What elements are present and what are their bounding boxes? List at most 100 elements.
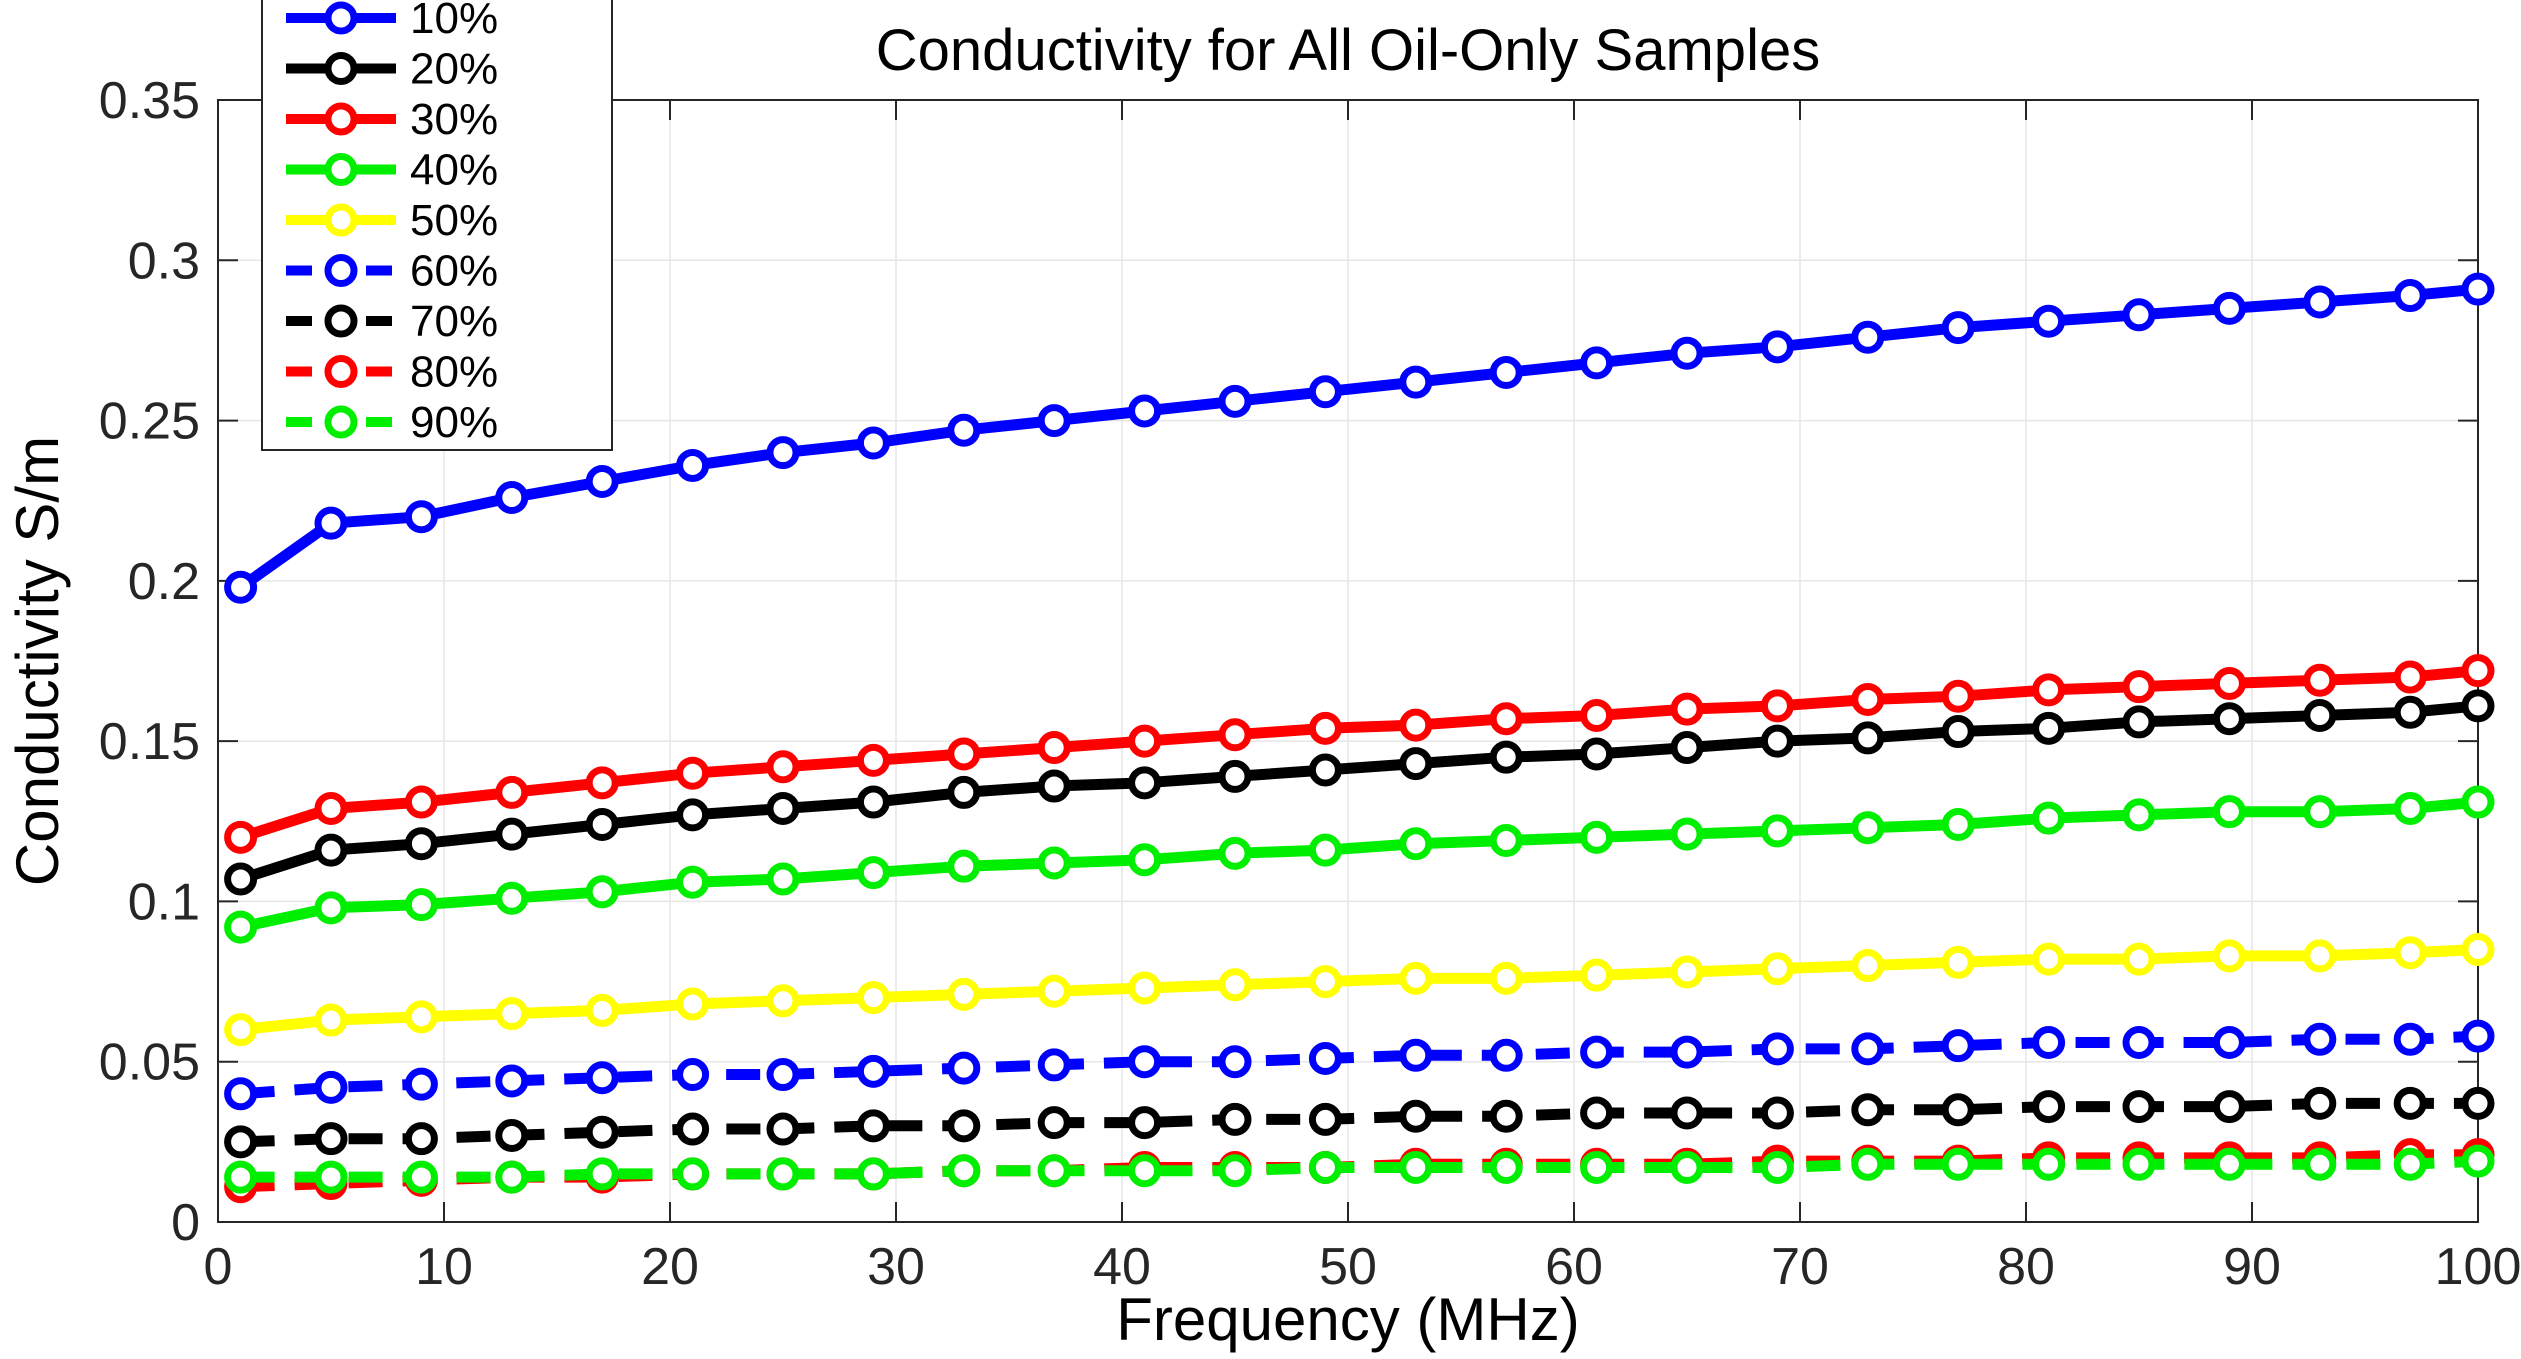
data-point	[2393, 660, 2427, 694]
legend-label: 90%	[410, 398, 498, 447]
data-point	[585, 1061, 619, 1095]
data-point	[224, 570, 258, 604]
data-point	[404, 1160, 438, 1194]
data-point	[314, 1003, 348, 1037]
data-point	[2122, 1025, 2156, 1059]
data-point	[766, 1112, 800, 1146]
data-point	[2122, 705, 2156, 739]
data-point	[1218, 718, 1252, 752]
data-point	[766, 750, 800, 784]
data-point	[1037, 846, 1071, 880]
data-point	[1308, 753, 1342, 787]
data-point	[1037, 1048, 1071, 1082]
data-point	[1037, 1154, 1071, 1188]
data-point	[856, 743, 890, 777]
data-point	[404, 827, 438, 861]
data-point	[1851, 949, 1885, 983]
data-point	[404, 1067, 438, 1101]
legend-label: 70%	[410, 297, 498, 346]
data-point	[495, 1064, 529, 1098]
data-point	[2122, 798, 2156, 832]
data-point	[766, 436, 800, 470]
data-point	[2122, 942, 2156, 976]
data-point	[1580, 1151, 1614, 1185]
data-point	[1851, 320, 1885, 354]
data-point	[2212, 702, 2246, 736]
data-point	[2122, 298, 2156, 332]
data-point	[1218, 836, 1252, 870]
data-point	[224, 1125, 258, 1159]
data-point	[314, 1122, 348, 1156]
x-axis-title: Frequency (MHz)	[1116, 1286, 1579, 1353]
data-point	[766, 1058, 800, 1092]
data-point	[495, 817, 529, 851]
data-point	[2122, 670, 2156, 704]
data-point	[1580, 698, 1614, 732]
data-point	[1037, 404, 1071, 438]
data-point	[676, 1112, 710, 1146]
data-point	[404, 888, 438, 922]
data-point	[2461, 272, 2495, 306]
legend-swatch-marker	[324, 304, 358, 338]
data-point	[1941, 1147, 1975, 1181]
data-point	[1941, 1093, 1975, 1127]
data-point	[1760, 952, 1794, 986]
legend-item-90-percent: 90%	[286, 398, 498, 447]
legend-swatch-marker	[324, 52, 358, 85]
data-point	[1308, 375, 1342, 409]
data-point	[2122, 1147, 2156, 1181]
data-point	[495, 1160, 529, 1194]
data-point	[1489, 740, 1523, 774]
data-point	[856, 1109, 890, 1143]
y-tick-label: 0.1	[128, 873, 200, 931]
data-point	[495, 481, 529, 515]
x-tick-label: 20	[641, 1238, 699, 1296]
data-point	[766, 791, 800, 825]
data-point	[1218, 1102, 1252, 1136]
data-point	[314, 791, 348, 825]
data-point	[1037, 1106, 1071, 1140]
data-point	[585, 993, 619, 1027]
data-point	[947, 977, 981, 1011]
data-point	[1308, 1042, 1342, 1076]
data-point	[2393, 695, 2427, 729]
data-point	[947, 849, 981, 883]
series-lines	[224, 272, 2495, 1204]
data-point	[2393, 791, 2427, 825]
y-axis-title: Conductivity S/m	[4, 436, 71, 886]
data-point	[2461, 654, 2495, 688]
data-point	[2303, 795, 2337, 829]
data-point	[947, 413, 981, 447]
data-point	[2393, 1086, 2427, 1120]
data-point	[1399, 1151, 1433, 1185]
data-point	[2461, 1086, 2495, 1120]
data-point	[1580, 346, 1614, 380]
y-tick-label: 0	[171, 1194, 200, 1252]
data-point	[1670, 731, 1704, 765]
data-point	[2212, 666, 2246, 700]
legend-swatch-marker	[324, 102, 358, 136]
data-point	[404, 1000, 438, 1034]
data-point	[1218, 1154, 1252, 1188]
x-tick-label: 30	[867, 1238, 925, 1296]
data-point	[585, 807, 619, 841]
data-point	[947, 1154, 981, 1188]
y-tick-label: 0.3	[128, 232, 200, 290]
data-point	[1489, 1038, 1523, 1072]
data-point	[856, 981, 890, 1015]
legend-swatch-marker	[324, 203, 358, 237]
data-point	[856, 1054, 890, 1088]
legend-label: 60%	[410, 247, 498, 296]
data-point	[1670, 1096, 1704, 1130]
legend-label: 10%	[410, 0, 498, 43]
data-point	[1218, 384, 1252, 418]
legend-item-70-percent: 70%	[286, 297, 498, 346]
data-point	[2212, 1090, 2246, 1124]
data-point	[2303, 1147, 2337, 1181]
data-point	[676, 865, 710, 899]
data-point	[2461, 689, 2495, 723]
data-point	[1308, 1102, 1342, 1136]
data-point	[2212, 1025, 2246, 1059]
data-point	[1851, 1032, 1885, 1066]
